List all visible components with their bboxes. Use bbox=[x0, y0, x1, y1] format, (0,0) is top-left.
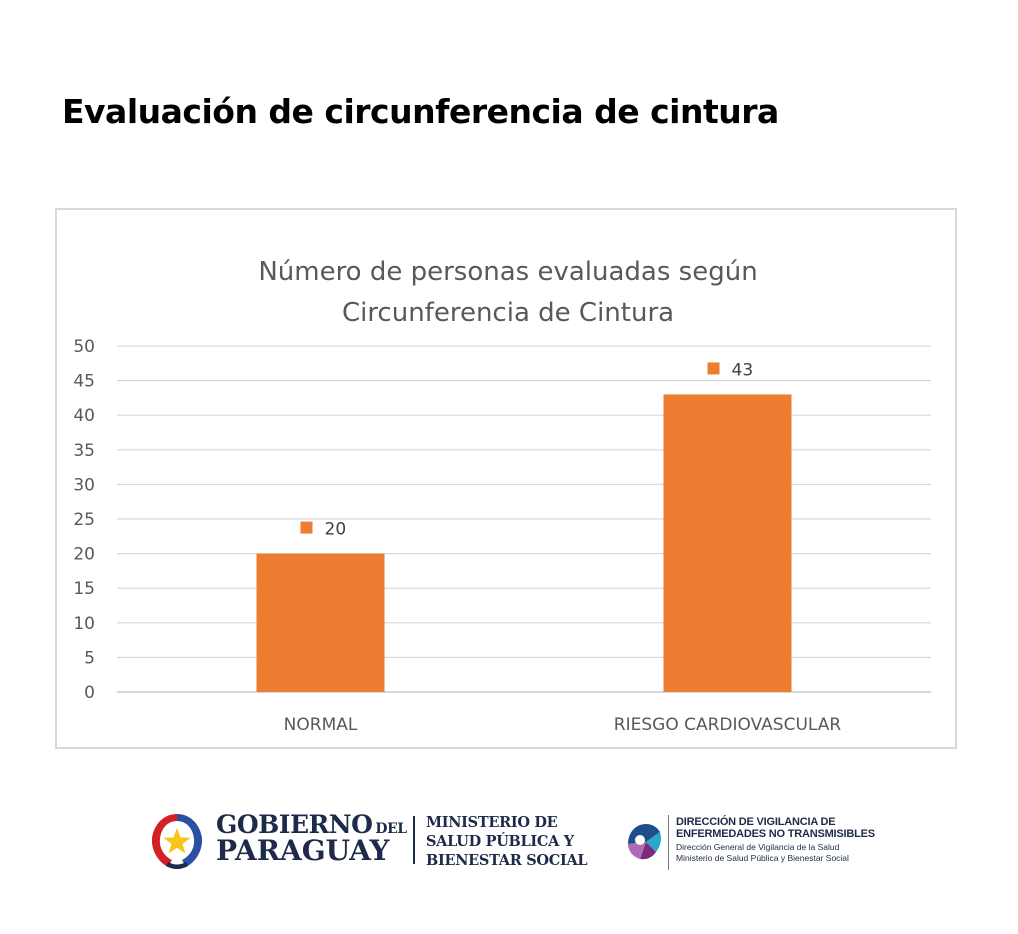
y-tick-label: 40 bbox=[73, 406, 95, 426]
data-label: 43 bbox=[732, 360, 754, 380]
dvent-title-line: ENFERMEDADES NO TRANSMISIBLES bbox=[676, 828, 875, 840]
ministry-line: BIENESTAR SOCIAL bbox=[426, 852, 588, 869]
gov-del-text: DEL bbox=[375, 821, 407, 837]
y-tick-label: 5 bbox=[84, 648, 95, 668]
gov-name-line1: GOBIERNO DEL bbox=[216, 810, 407, 839]
gov-gobierno-text: GOBIERNO bbox=[216, 810, 373, 839]
y-tick-label: 0 bbox=[84, 683, 95, 703]
y-tick-label: 45 bbox=[73, 372, 95, 392]
bar bbox=[663, 394, 792, 692]
y-tick-label: 50 bbox=[73, 337, 95, 357]
dvent-title-line: DIRECCIÓN DE VIGILANCIA DE bbox=[676, 816, 836, 828]
y-tick-label: 25 bbox=[73, 510, 95, 530]
y-tick-label: 20 bbox=[73, 545, 95, 565]
y-tick-label: 30 bbox=[73, 475, 95, 495]
dvent-subtitle-line: Ministerio de Salud Pública y Bienestar … bbox=[676, 853, 849, 863]
dvent-logo-icon bbox=[628, 824, 661, 860]
y-tick-label: 35 bbox=[73, 441, 95, 461]
page-title: Evaluación de circunferencia de cintura bbox=[62, 92, 779, 131]
government-shield-icon bbox=[151, 814, 203, 869]
y-tick-label: 10 bbox=[73, 614, 95, 634]
ministry-line: MINISTERIO DE bbox=[426, 814, 558, 831]
chart-container: Número de personas evaluadas según Circun… bbox=[55, 208, 957, 749]
data-label-marker bbox=[707, 362, 720, 375]
data-label-marker bbox=[300, 521, 313, 534]
gov-name-line2: PARAGUAY bbox=[216, 834, 390, 867]
dvent-text: DIRECCIÓN DE VIGILANCIA DE ENFERMEDADES … bbox=[676, 816, 875, 864]
ministry-line: SALUD PÚBLICA Y bbox=[426, 833, 574, 850]
bar-chart: Número de personas evaluadas según Circun… bbox=[73, 257, 931, 735]
chart-title-line: Número de personas evaluadas según bbox=[258, 257, 757, 287]
x-category-label: NORMAL bbox=[284, 715, 358, 735]
footer-divider bbox=[413, 816, 415, 864]
ministry-name: MINISTERIO DE SALUD PÚBLICA Y BIENESTAR … bbox=[426, 813, 588, 870]
x-category-label: RIESGO CARDIOVASCULAR bbox=[614, 715, 842, 735]
data-label: 20 bbox=[325, 520, 347, 540]
dvent-divider bbox=[668, 815, 669, 870]
bar bbox=[256, 553, 385, 692]
chart-title-line: Circunferencia de Cintura bbox=[342, 298, 674, 328]
footer: GOBIERNO DEL PARAGUAY MINISTERIO DE SALUD… bbox=[0, 800, 1018, 890]
y-tick-label: 15 bbox=[73, 579, 95, 599]
dvent-subtitle-line: Dirección General de Vigilancia de la Sa… bbox=[676, 842, 840, 852]
